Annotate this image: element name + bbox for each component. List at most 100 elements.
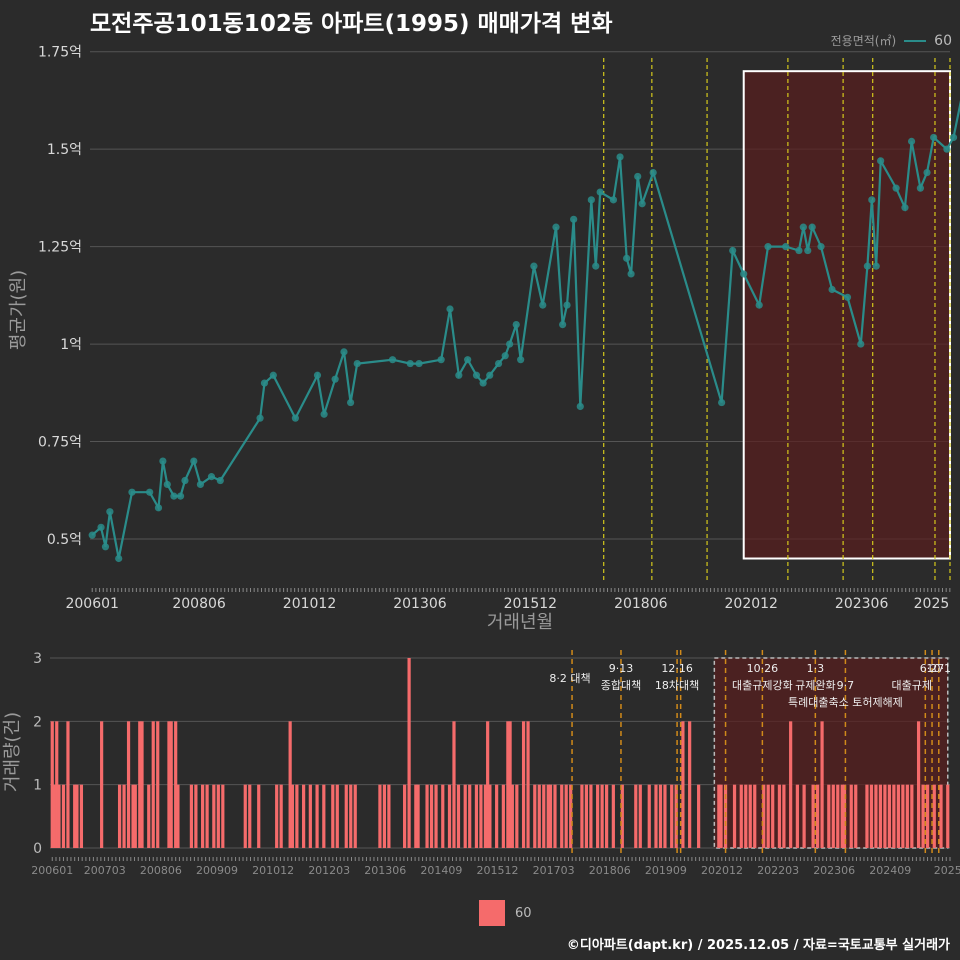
bar [589, 784, 593, 848]
data-point [592, 262, 600, 270]
legend-bottom: 60 [479, 900, 532, 926]
bar [515, 784, 519, 848]
bar [732, 784, 737, 848]
data-point [512, 320, 520, 329]
bar [133, 784, 137, 848]
data-point [216, 476, 224, 485]
policy-date-label: 10·26 [747, 662, 779, 675]
bar [905, 784, 909, 848]
data-point [539, 301, 547, 309]
bar [468, 784, 472, 848]
data-point [415, 359, 423, 368]
bar [744, 784, 748, 848]
bar-x-tick-label: 200601 [31, 864, 73, 877]
data-point [388, 356, 397, 364]
data-point [154, 504, 163, 512]
bar [564, 784, 568, 848]
policy-name-label: 9·7 [837, 679, 855, 692]
data-point [159, 457, 167, 465]
policy-name-label: 규제완화 [795, 679, 835, 692]
bar [878, 784, 883, 848]
x-tick-label: 200806 [172, 596, 226, 612]
bar [910, 784, 914, 848]
bar [138, 721, 142, 848]
bar [425, 784, 429, 848]
bar [580, 784, 584, 848]
data-point [88, 531, 96, 539]
bar-x-tick-label: 202409 [869, 864, 911, 877]
bar [620, 784, 624, 848]
data-point [930, 133, 938, 142]
bar-legend-value: 60 [515, 905, 532, 921]
bar [212, 784, 216, 848]
data-point [115, 554, 123, 563]
data-point [486, 371, 494, 379]
data-point [764, 243, 772, 251]
data-point [907, 137, 916, 145]
bar [647, 784, 651, 848]
bar [344, 784, 348, 848]
bar [820, 721, 824, 848]
bar-y-tick-label: 3 [33, 651, 42, 667]
bar [126, 721, 131, 848]
bar [548, 784, 553, 848]
bar [117, 784, 122, 848]
bar [131, 784, 135, 848]
data-point [857, 340, 865, 348]
bar [670, 784, 674, 848]
data-point [916, 184, 925, 192]
policy-date-label: 12·16 [661, 662, 693, 675]
bar [674, 784, 678, 848]
bar-y-axis-title: 거래량(건) [2, 712, 23, 792]
data-point [291, 414, 299, 422]
bar-x-tick-label: 201703 [533, 864, 575, 877]
bar [483, 784, 488, 848]
bar [939, 784, 943, 848]
bar [896, 784, 900, 848]
bar [663, 784, 667, 848]
bar [605, 784, 609, 848]
bar [719, 784, 723, 848]
data-point [729, 246, 737, 255]
y-tick-label: 1억 [60, 337, 82, 353]
bar [946, 784, 950, 848]
data-point [256, 414, 264, 422]
x-axis-title: 거래년월 [487, 612, 553, 633]
x-tick-label: 201512 [504, 596, 557, 612]
y-tick-label: 1.75억 [38, 45, 82, 61]
bar [658, 784, 663, 848]
bar [290, 784, 294, 848]
data-point [170, 492, 178, 500]
data-point [782, 243, 790, 251]
bar [506, 721, 510, 848]
bar [883, 784, 887, 848]
data-point [176, 492, 185, 500]
bar [416, 784, 420, 848]
bar-x-tick-label: 200909 [196, 864, 238, 877]
policy-name-label: 대출규제 [892, 679, 932, 692]
data-point [627, 270, 635, 278]
data-point [877, 157, 885, 165]
policy-name-label: 대출규제강화 [732, 679, 793, 692]
y-tick-label: 1.25억 [38, 240, 82, 256]
bar [295, 784, 299, 848]
data-point [649, 168, 657, 177]
bar [122, 784, 126, 848]
bar-x-tick-label: 201806 [589, 864, 631, 877]
bar [762, 784, 766, 848]
bar [66, 721, 70, 848]
bar [840, 784, 844, 848]
data-point [269, 371, 277, 379]
bar [533, 784, 537, 848]
legend-bar-swatch [479, 900, 505, 926]
x-tick-label: 201306 [393, 596, 447, 612]
data-point [437, 356, 445, 364]
bar [308, 784, 312, 848]
x-tick-label: 2025 [914, 596, 950, 612]
data-point [808, 223, 816, 231]
page-title: 모전주공101동102동 아파트(1995) 매매가격 변화 [90, 11, 613, 37]
bar-y-tick-label: 2 [33, 714, 42, 730]
data-point [313, 371, 322, 379]
data-point [530, 262, 538, 270]
policy-name-label: 18차대책 [655, 679, 699, 692]
